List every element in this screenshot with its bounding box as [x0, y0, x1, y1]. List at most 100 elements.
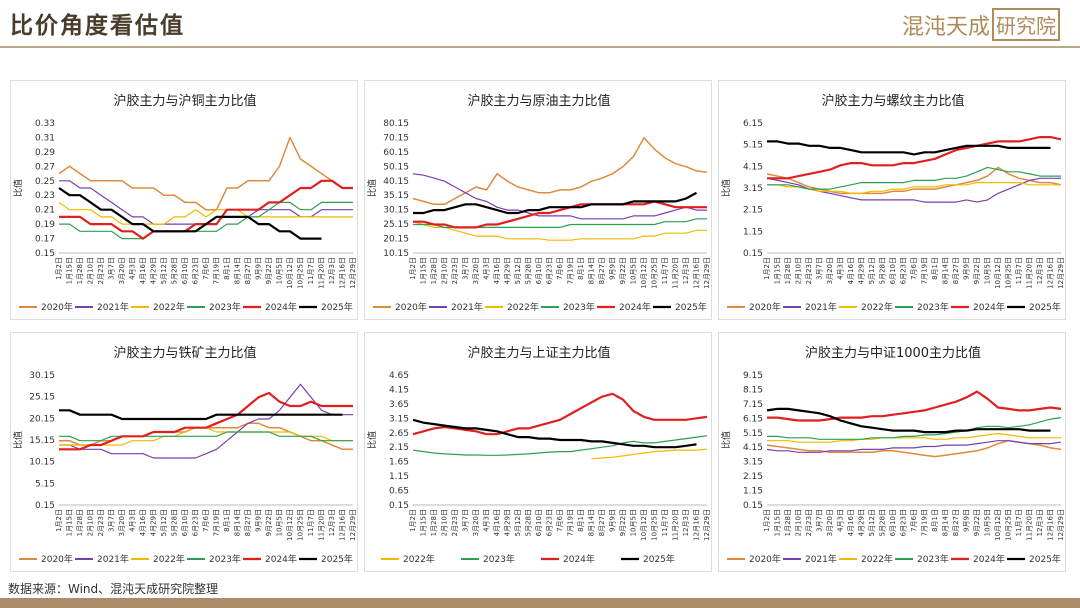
legend-label: 2022年	[507, 301, 539, 313]
x-tick-label: 3月7日	[816, 509, 824, 532]
x-tick-label: 2月23日	[451, 509, 459, 536]
x-tick-label: 8月1日	[577, 257, 585, 280]
chart-panel-rebar: 沪胶主力与螺纹主力比值 比值 6.15 5.15 4.15 3.15 2.15 1.15 0.1…	[718, 80, 1066, 320]
y-tick-label: 40.15	[383, 177, 409, 187]
x-tick-label: 4月29日	[504, 257, 512, 284]
x-tick-label: 1月2日	[55, 257, 63, 280]
legend-label: 2023年	[917, 301, 949, 313]
chart-panel-crude-oil: 沪胶主力与原油主力比值 比值 80.15 70.15 60.15 50.15 40.15 35…	[364, 80, 712, 320]
y-tick-label: 0.25	[35, 177, 55, 187]
x-tick-label: 1月28日	[784, 509, 792, 536]
x-tick-label: 5月28日	[171, 257, 179, 284]
x-tick-label: 8月27日	[244, 509, 252, 536]
y-tick-label: 50.15	[383, 162, 409, 172]
x-tick-label: 1月2日	[55, 509, 63, 532]
x-tick-label: 10月12日	[994, 509, 1002, 541]
y-axis-label: 比值	[12, 431, 24, 449]
x-tick-label: 12月16日	[693, 257, 701, 289]
x-tick-label: 6月10日	[889, 509, 897, 536]
x-tick-label: 12月29日	[703, 509, 711, 541]
x-tick-label: 8月14日	[588, 509, 596, 536]
x-tick-label: 5月12日	[160, 257, 168, 284]
series-line	[767, 135, 1062, 180]
x-tick-label: 1月2日	[763, 509, 771, 532]
x-tick-label: 11月7日	[1015, 257, 1023, 284]
legend-label: 2021年	[805, 553, 837, 565]
x-tick-label: 11月20日	[318, 509, 326, 541]
x-tick-label: 12月3日	[328, 509, 336, 536]
x-tick-label: 7月6日	[556, 257, 564, 280]
x-tick-label: 1月15日	[774, 257, 782, 284]
series-line	[59, 409, 343, 421]
chart-panel-sse: 沪胶主力与上证主力比值 比值 4.65 4.15 3.65 3.15 2.65 2.15 1.6…	[364, 332, 712, 572]
legend-label: 2025年	[643, 553, 675, 565]
x-tick-label: 12月3日	[682, 509, 690, 536]
x-tick-label: 5月12日	[514, 257, 522, 284]
x-tick-label: 11月7日	[307, 257, 315, 284]
y-tick-label: 0.65	[389, 487, 409, 497]
y-tick-label: 1.15	[743, 487, 763, 497]
series-line	[766, 407, 1051, 434]
logo-text: 混沌天成	[901, 14, 990, 40]
x-tick-label: 12月29日	[349, 257, 357, 289]
x-tick-label: 12月16日	[339, 509, 347, 541]
x-tick-label: 3月20日	[118, 509, 126, 536]
legend-label: 2024年	[973, 553, 1005, 565]
y-tick-label: 30.15	[383, 206, 409, 216]
x-tick-label: 7月19日	[567, 257, 575, 284]
x-tick-label: 8月27日	[952, 509, 960, 536]
x-tick-label: 10月5日	[276, 257, 284, 284]
x-tick-label: 10月12日	[286, 257, 294, 289]
series-line	[412, 435, 708, 456]
x-tick-label: 9月22日	[619, 257, 627, 284]
x-tick-label: 6月23日	[192, 509, 200, 536]
x-tick-label: 3月20日	[826, 509, 834, 536]
x-tick-label: 12月29日	[1057, 257, 1065, 289]
x-tick-label: 8月14日	[942, 257, 950, 284]
x-tick-label: 4月16日	[139, 257, 147, 284]
y-tick-label: 6.15	[743, 414, 763, 424]
x-tick-label: 10月25日	[651, 257, 659, 289]
x-tick-label: 7月19日	[567, 509, 575, 536]
legend-label: 2025年	[321, 301, 353, 313]
series-line	[767, 390, 1062, 422]
x-tick-label: 6月10日	[535, 509, 543, 536]
series-line	[767, 140, 1051, 156]
chart-panel-csi1000: 沪胶主力与中证1000主力比值 比值 9.15 8.15 7.15 6.15 5.15 4.1…	[718, 332, 1066, 572]
x-tick-label: 4月3日	[129, 257, 137, 280]
x-tick-label: 3月20日	[472, 257, 480, 284]
x-tick-label: 1月2日	[409, 257, 417, 280]
x-tick-label: 9月9日	[255, 257, 263, 280]
x-tick-label: 12月16日	[339, 257, 347, 289]
x-tick-label: 8月14日	[942, 509, 950, 536]
x-tick-label: 10月5日	[630, 509, 638, 536]
x-tick-label: 4月16日	[847, 509, 855, 536]
x-tick-label: 12月16日	[1047, 509, 1055, 541]
x-tick-label: 4月3日	[837, 509, 845, 532]
x-tick-label: 3月20日	[826, 257, 834, 284]
x-tick-label: 1月2日	[409, 509, 417, 532]
series-line	[59, 201, 353, 240]
x-tick-label: 4月3日	[483, 509, 491, 532]
y-tick-label: 5.15	[35, 479, 55, 489]
y-tick-label: 4.15	[389, 385, 409, 395]
series-line	[413, 218, 707, 228]
x-tick-label: 5月28日	[171, 509, 179, 536]
brand-logo: 混沌天成 研究院	[902, 8, 1060, 41]
x-tick-label: 10月25日	[297, 257, 305, 289]
x-tick-label: 6月10日	[181, 257, 189, 284]
x-tick-label: 8月1日	[223, 257, 231, 280]
x-tick-label: 3月20日	[118, 257, 126, 284]
x-tick-label: 7月19日	[921, 509, 929, 536]
series-line	[766, 166, 1062, 195]
x-tick-label: 4月29日	[150, 509, 158, 536]
x-tick-label: 11月20日	[1026, 509, 1034, 541]
y-tick-label: 15.15	[29, 436, 55, 446]
y-tick-label: 0.29	[35, 148, 55, 158]
y-axis-label: 比值	[12, 179, 24, 197]
series-line	[58, 136, 353, 211]
x-tick-label: 8月27日	[952, 257, 960, 284]
series-line	[591, 448, 708, 460]
y-tick-label: 4.15	[743, 443, 763, 453]
